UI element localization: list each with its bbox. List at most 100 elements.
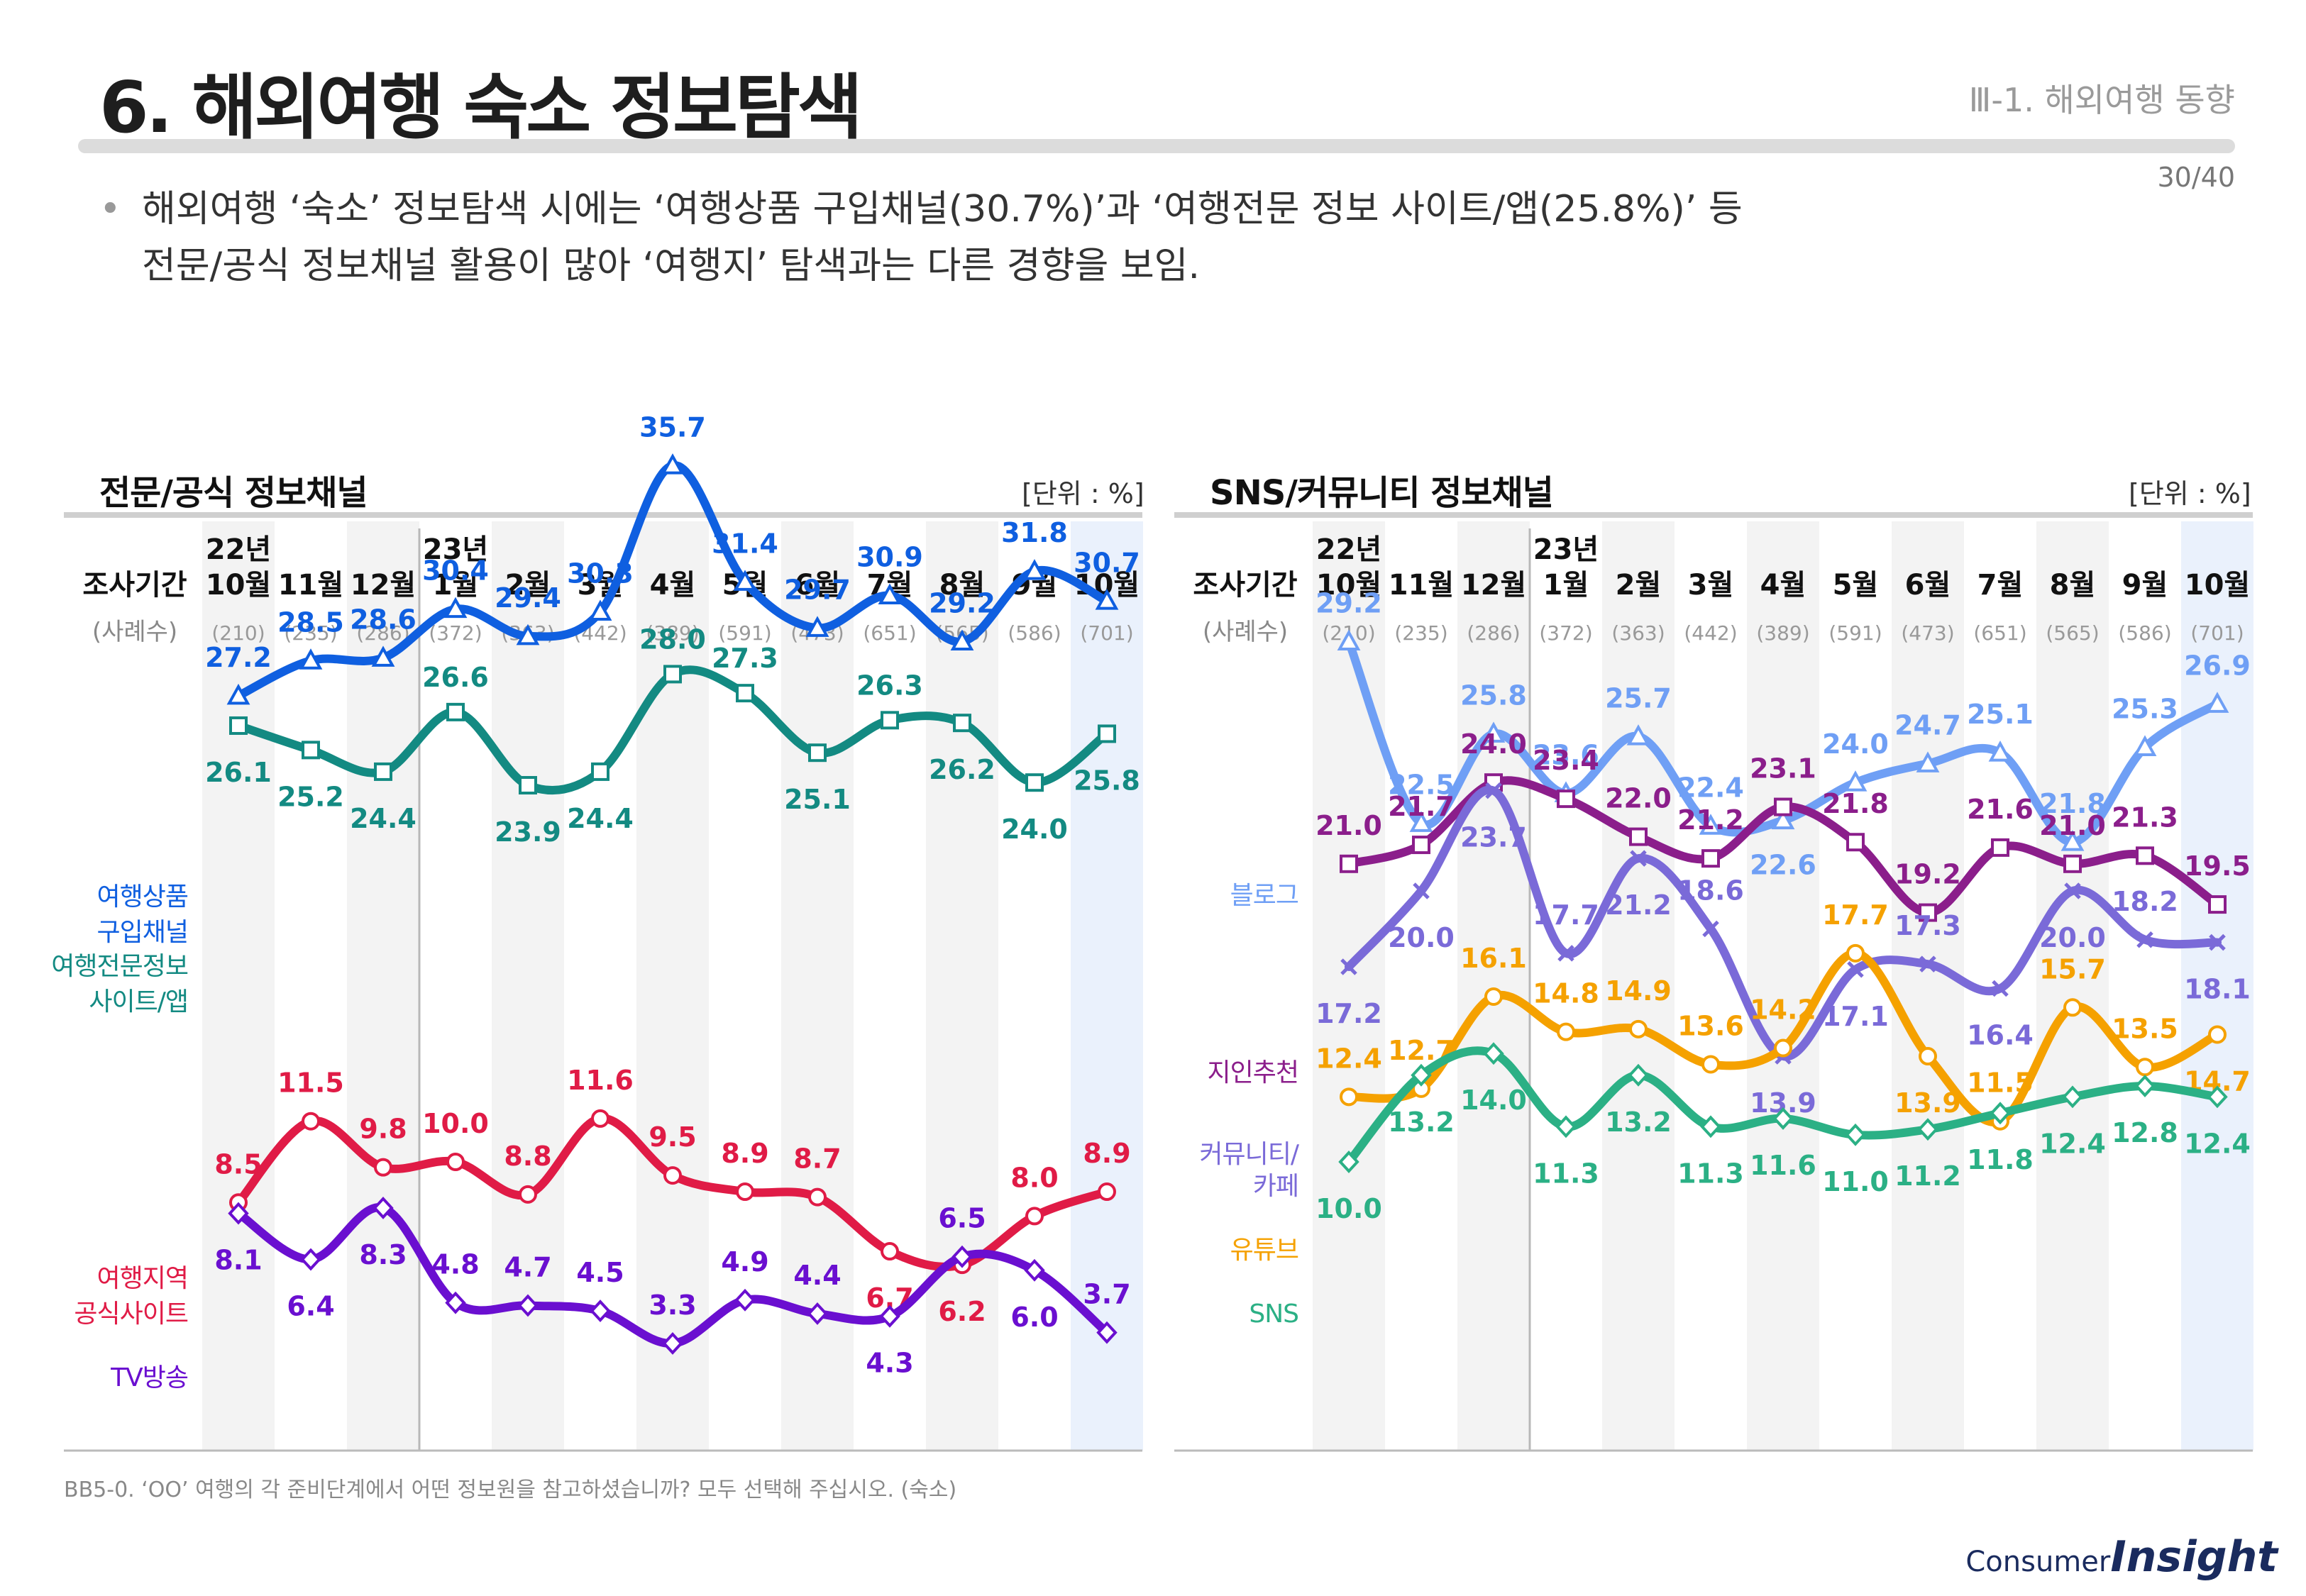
panel-top-rule xyxy=(1174,512,2253,518)
data-label: 23.4 xyxy=(1533,745,1599,776)
data-point-marker xyxy=(1990,1102,2011,1125)
data-label: 28.0 xyxy=(639,624,706,655)
legend-label: TV방송 xyxy=(110,1363,188,1392)
month-label: 4월 xyxy=(650,569,696,602)
data-point-marker xyxy=(1700,1115,1721,1138)
data-point-marker xyxy=(950,629,974,650)
data-label: 30.4 xyxy=(422,555,489,587)
legend-label: 여행상품 xyxy=(97,882,188,911)
data-label: 8.3 xyxy=(359,1239,407,1270)
period-label: 조사기간 xyxy=(82,569,187,602)
data-point-marker xyxy=(661,453,685,475)
panel-top-rule xyxy=(64,512,1142,518)
data-point-marker xyxy=(516,624,540,645)
data-point-marker xyxy=(878,583,902,605)
title-underline xyxy=(78,139,2235,153)
data-label: 16.4 xyxy=(1967,1020,2034,1051)
month-label: 6월 xyxy=(1905,569,1951,602)
data-point-marker xyxy=(1702,920,1719,938)
data-point-marker xyxy=(808,743,827,763)
data-label: 13.5 xyxy=(2112,1013,2178,1044)
consumer-insight-logo: ConsumerInsight xyxy=(1965,1532,2278,1582)
data-label: 16.1 xyxy=(1460,943,1527,974)
data-point-marker xyxy=(1699,814,1723,835)
data-point-marker xyxy=(590,1299,611,1323)
data-point-marker xyxy=(1025,773,1044,792)
data-label: 26.2 xyxy=(929,754,995,785)
data-point-marker xyxy=(807,1302,828,1325)
column-band xyxy=(1892,521,1964,1451)
left-panel-unit: [단위 : %] xyxy=(1022,478,1144,509)
data-point-marker xyxy=(1628,1063,1649,1087)
data-point-marker xyxy=(1409,811,1433,832)
data-point-marker xyxy=(1626,724,1650,746)
data-label: 23.9 xyxy=(495,816,561,848)
data-point-marker xyxy=(1555,1115,1577,1138)
data-label: 15.7 xyxy=(2039,953,2106,985)
month-label: 6월 xyxy=(795,569,841,602)
column-band xyxy=(2036,521,2109,1451)
data-label: 13.9 xyxy=(1894,1087,1961,1119)
data-label: 10.0 xyxy=(1315,1193,1382,1224)
data-point-marker xyxy=(299,648,323,670)
data-label: 8.1 xyxy=(214,1245,262,1276)
legend-label: 커뮤니티/ xyxy=(1199,1140,1299,1169)
column-band xyxy=(998,521,1071,1451)
data-point-marker xyxy=(1411,1063,1432,1087)
data-point-marker xyxy=(881,1242,899,1261)
data-point-marker xyxy=(302,1112,320,1131)
data-label: 17.3 xyxy=(1894,910,1961,941)
data-label: 18.2 xyxy=(2112,886,2178,917)
data-label: 12.4 xyxy=(2184,1128,2251,1159)
data-label: 11.5 xyxy=(1967,1068,2034,1099)
data-label: 4.7 xyxy=(504,1251,551,1282)
data-point-marker xyxy=(443,597,468,619)
sample-size-label: (651) xyxy=(1973,621,2026,645)
legend-label: 카페 xyxy=(1253,1172,1298,1201)
data-label: 24.4 xyxy=(350,803,416,834)
sample-size-label: (210) xyxy=(211,621,265,645)
data-point-marker xyxy=(1022,559,1047,580)
data-label: 24.0 xyxy=(1460,728,1527,760)
data-label: 21.6 xyxy=(1967,794,2034,825)
data-point-marker xyxy=(591,762,609,781)
data-point-marker xyxy=(1338,1151,1359,1173)
data-point-marker xyxy=(2208,895,2227,914)
legend-label: 여행전문정보 xyxy=(51,952,188,981)
data-label: 23.7 xyxy=(1460,822,1527,853)
data-label: 27.3 xyxy=(712,643,778,674)
data-point-marker xyxy=(1771,808,1795,830)
data-label: 6.0 xyxy=(1010,1302,1058,1333)
data-label: 14.8 xyxy=(1533,978,1599,1009)
data-point-marker xyxy=(951,1245,973,1268)
data-label: 11.8 xyxy=(1967,1144,2034,1175)
data-point-marker xyxy=(517,1294,539,1317)
data-point-marker xyxy=(300,1248,321,1271)
sample-size-label: (389) xyxy=(646,621,699,645)
data-label: 4.5 xyxy=(576,1257,624,1288)
data-label: 26.9 xyxy=(2184,650,2251,681)
data-label: 3.3 xyxy=(649,1290,696,1321)
legend-label: 공식사이트 xyxy=(74,1299,188,1329)
data-label: 4.4 xyxy=(793,1260,841,1291)
month-label: 1월 xyxy=(433,569,479,602)
data-label: 29.2 xyxy=(1315,588,1382,619)
data-label: 21.2 xyxy=(1677,804,1744,836)
data-point-marker xyxy=(2062,1085,2083,1109)
data-point-marker xyxy=(1483,1042,1504,1065)
month-label: 2월 xyxy=(1616,569,1662,602)
right-panel-title: SNS/커뮤니티 정보채널 xyxy=(1210,473,1554,513)
data-label: 22.0 xyxy=(1605,783,1672,814)
data-label: 24.7 xyxy=(1894,709,1961,741)
data-label: 21.7 xyxy=(1388,791,1455,822)
column-band xyxy=(1385,521,1457,1451)
year-label: 22년 xyxy=(1316,533,1381,566)
sample-size-label: (286) xyxy=(356,621,409,645)
sample-size-label: (565) xyxy=(2046,621,2099,645)
data-point-marker xyxy=(1557,789,1575,809)
data-label: 25.2 xyxy=(277,781,344,812)
data-label: 24.0 xyxy=(1822,728,1889,760)
left-panel-title: 전문/공식 정보채널 xyxy=(99,473,368,513)
data-label: 24.0 xyxy=(1001,814,1068,845)
